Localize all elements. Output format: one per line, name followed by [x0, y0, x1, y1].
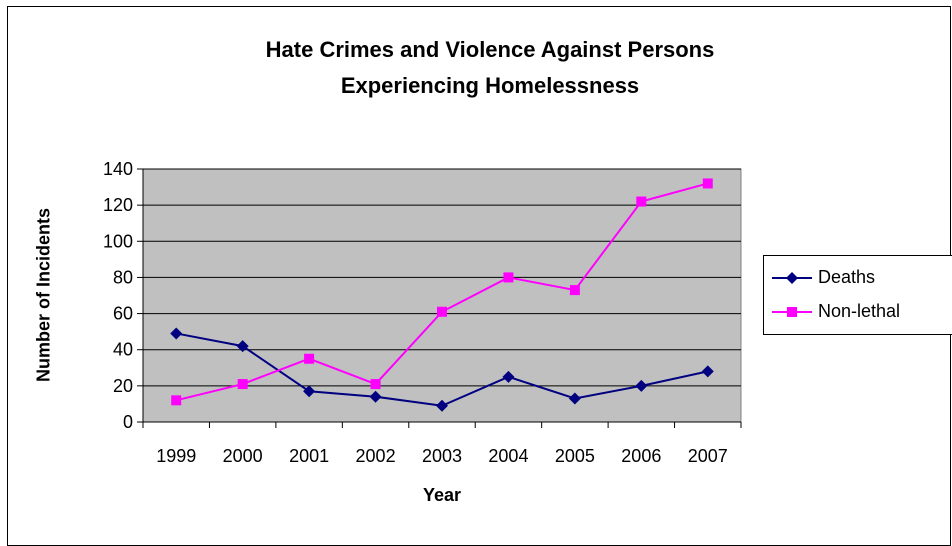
y-tick-label: 140: [103, 159, 133, 179]
axes: 0 20 40 60 80 100 120 140 1999 2000 2001 2002 2003 20…: [103, 159, 742, 466]
x-tick-label: 2001: [289, 446, 329, 466]
chart-title-line-2: Experiencing Homelessness: [340, 73, 640, 98]
chart-title: Hate Crimes and Violence Against Persons…: [140, 32, 840, 104]
point-non-lethal: [171, 395, 182, 406]
x-tick-label: 2003: [422, 446, 462, 466]
x-tick-label: 2004: [488, 446, 528, 466]
legend-non-lethal-marker-icon: [772, 307, 812, 317]
y-tick-label: 40: [113, 340, 133, 360]
point-deaths: [568, 392, 581, 405]
point-deaths: [303, 385, 316, 398]
legend-label-deaths: Deaths: [818, 267, 876, 287]
point-deaths: [436, 399, 448, 412]
x-tick-label: 2000: [223, 446, 263, 466]
series-layer: [170, 178, 714, 412]
point-non-lethal: [503, 272, 514, 283]
point-deaths: [502, 370, 515, 383]
y-axis-label-text: Number of Incidents: [33, 207, 54, 383]
y-tick-label: 0: [123, 412, 133, 432]
point-non-lethal: [569, 285, 580, 296]
point-non-lethal: [702, 178, 713, 189]
x-tick-label: 2005: [555, 446, 595, 466]
point-deaths: [170, 327, 183, 340]
x-tick-label: 1999: [156, 446, 196, 466]
y-tick-label: 60: [113, 304, 133, 324]
point-deaths: [369, 390, 382, 403]
point-non-lethal: [304, 353, 315, 364]
legend-item-non-lethal: Non-lethal: [772, 300, 952, 324]
point-non-lethal: [237, 379, 248, 390]
point-non-lethal: [437, 306, 447, 317]
point-non-lethal: [370, 379, 381, 390]
x-axis-label: Year: [422, 485, 462, 505]
x-tick-label: 2007: [688, 446, 728, 466]
x-tick-label: 2002: [356, 446, 396, 466]
legend: Deaths Non-lethal: [763, 255, 952, 335]
y-tick-label: 100: [103, 231, 133, 251]
legend-label-non-lethal: Non-lethal: [818, 301, 901, 321]
x-tick-label: 2006: [621, 446, 661, 466]
y-tick-label: 20: [113, 376, 133, 396]
point-deaths: [635, 379, 648, 392]
legend-deaths-marker-icon: [772, 272, 812, 284]
chart-title-line-1: Hate Crimes and Violence Against Persons: [265, 37, 715, 62]
point-deaths: [236, 340, 249, 353]
legend-item-deaths: Deaths: [772, 266, 952, 290]
y-tick-label: 120: [103, 195, 133, 215]
point-non-lethal: [636, 196, 647, 207]
point-deaths: [701, 365, 714, 378]
y-tick-label: 80: [113, 267, 133, 287]
